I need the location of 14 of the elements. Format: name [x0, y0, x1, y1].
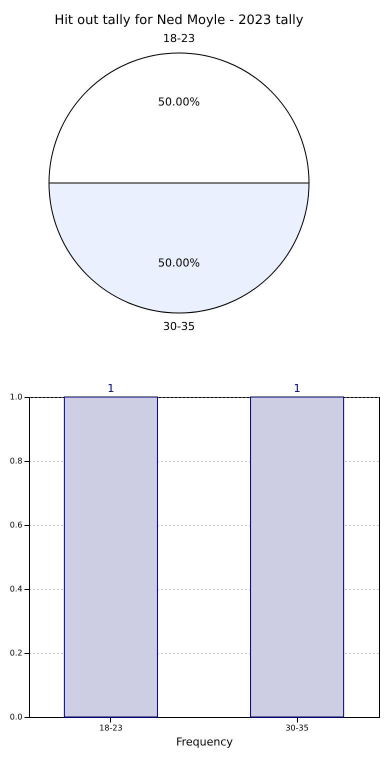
- y-tick-label: 1.0: [10, 392, 22, 402]
- slice-label: 18-23: [163, 32, 195, 45]
- slice-label: 30-35: [163, 320, 195, 333]
- y-tick-label: 0.2: [10, 648, 22, 658]
- data-label: 50.00%: [158, 256, 200, 270]
- chart-title: Hit out tally for Ned Moyle - 2023 tally: [54, 13, 304, 28]
- x-axis-title: Frequency: [176, 736, 234, 748]
- data-label: 1: [107, 382, 114, 395]
- y-tick-label: 0.8: [10, 456, 22, 466]
- y-tick-label: 0.0: [10, 712, 22, 722]
- y-tick-label: 0.4: [10, 584, 22, 594]
- data-label: 50.00%: [158, 95, 200, 108]
- data-label: 1: [294, 382, 301, 395]
- y-tick-label: 0.6: [10, 520, 22, 530]
